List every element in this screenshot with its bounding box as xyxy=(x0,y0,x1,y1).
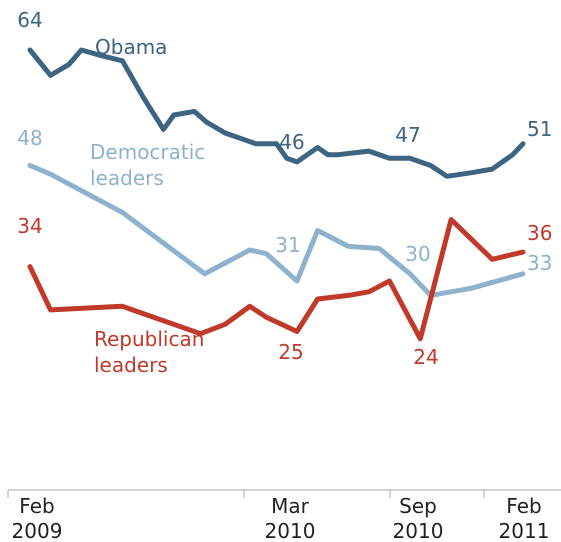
data-label: 25 xyxy=(278,340,303,364)
data-label: 48 xyxy=(17,126,42,150)
series-line-obama xyxy=(27,47,526,179)
x-tick-label-month: Mar xyxy=(271,494,310,518)
data-label: 51 xyxy=(527,117,552,141)
data-label: 64 xyxy=(17,8,42,32)
series-line-democratic-leaders xyxy=(27,163,526,298)
x-tick-label-year: 2010 xyxy=(265,519,316,542)
x-tick-label-month: Feb xyxy=(19,494,54,518)
x-tick-label-year: 2010 xyxy=(393,519,444,542)
data-label: 24 xyxy=(413,345,438,369)
series-name-label: leaders xyxy=(90,166,164,190)
series-lines xyxy=(27,47,526,342)
series-name-label: Republican xyxy=(94,327,204,351)
x-tick-label-year: 2011 xyxy=(499,519,550,542)
data-label: 36 xyxy=(527,221,552,245)
x-tick-label-month: Feb xyxy=(506,494,541,518)
data-label: 31 xyxy=(275,233,300,257)
x-tick-label-year: 2009 xyxy=(12,519,63,542)
series-name-label: Obama xyxy=(95,35,167,59)
data-label: 46 xyxy=(279,130,304,154)
data-label: 47 xyxy=(395,123,420,147)
series-line-republican-leaders xyxy=(27,217,526,342)
series-name-label: Democratic xyxy=(90,140,205,164)
x-tick-label-month: Sep xyxy=(399,494,437,518)
data-label: 30 xyxy=(405,242,430,266)
series-name-label: leaders xyxy=(94,353,168,377)
data-label: 34 xyxy=(17,214,42,238)
data-label: 33 xyxy=(527,251,552,275)
